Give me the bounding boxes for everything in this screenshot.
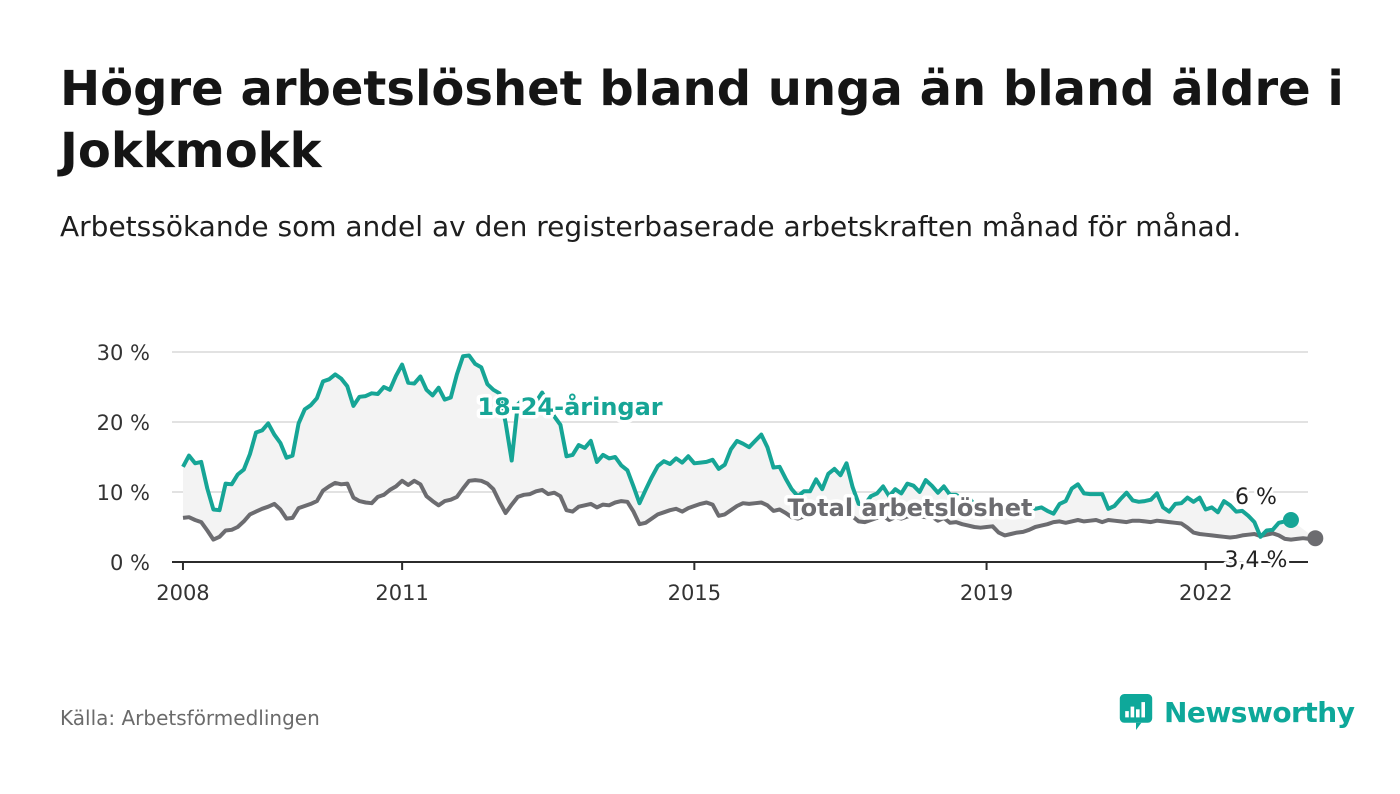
newsworthy-logo-icon: [1119, 694, 1153, 730]
x-tick-label: 2011: [375, 581, 428, 605]
x-tick-label: 2019: [960, 581, 1013, 605]
endpoint-marker-total: [1307, 530, 1324, 547]
newsworthy-logo[interactable]: Newsworthy: [1118, 690, 1355, 734]
series-label-total: Total arbetslöshet: [787, 494, 1032, 522]
series-line-total: [182, 478, 1316, 542]
y-tick-label: 20 %: [97, 411, 150, 435]
source-note: Källa: Arbetsförmedlingen: [60, 706, 320, 730]
x-tick-label: 2008: [156, 581, 209, 605]
chart-subtitle: Arbetssökande som andel av den registerb…: [60, 210, 1242, 243]
line-chart: 0 % 10 % 20 % 30 % 2008 2011 2015 2019 2022 18-2…: [97, 341, 1324, 605]
y-tick-label: 0 %: [110, 551, 150, 575]
y-tick-label: 10 %: [97, 481, 150, 505]
y-tick-label: 30 %: [97, 341, 150, 365]
series-label-youth: 18-24-åringar: [477, 392, 662, 421]
end-value-label-total: 3,4 %: [1225, 548, 1288, 573]
chart-title: Högre arbetslöshet bland unga än bland ä…: [60, 61, 1344, 179]
x-tick-label: 2022: [1179, 581, 1232, 605]
newsworthy-wordmark: Newsworthy: [1164, 695, 1355, 729]
series-line-youth: [181, 353, 1292, 539]
endpoint-marker-youth: [1282, 512, 1299, 528]
axis-tick-labels: 0 % 10 % 20 % 30 % 2008 2011 2015 2019 2022: [97, 341, 1233, 605]
x-tick-label: 2015: [668, 581, 721, 605]
end-value-label-youth: 6 %: [1235, 485, 1277, 510]
